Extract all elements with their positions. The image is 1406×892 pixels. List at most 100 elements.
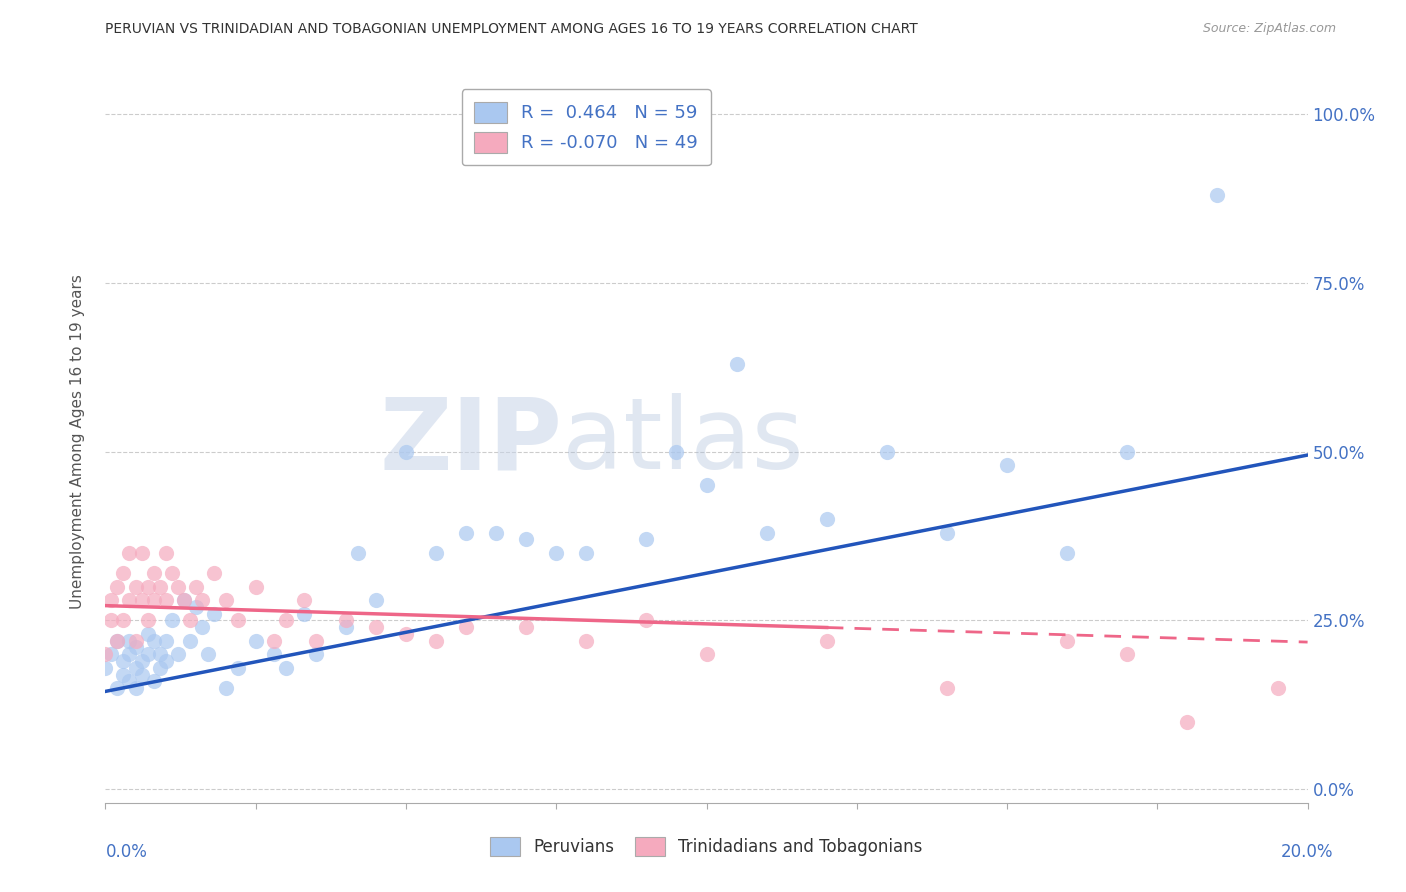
Point [100, 647, 122, 661]
Point [112, 566, 135, 581]
Point [1267, 681, 1289, 695]
Point [546, 546, 568, 560]
Point [575, 546, 598, 560]
Point [335, 614, 357, 628]
Point [94, 661, 117, 675]
Point [263, 647, 285, 661]
Point [292, 607, 315, 621]
Point [1206, 188, 1229, 202]
Point [107, 633, 129, 648]
Point [347, 546, 370, 560]
Point [395, 627, 418, 641]
Point [274, 614, 297, 628]
Point [142, 566, 165, 581]
Point [160, 614, 183, 628]
Point [815, 512, 838, 526]
Point [696, 647, 718, 661]
Y-axis label: Unemployment Among Ages 16 to 19 years: Unemployment Among Ages 16 to 19 years [70, 274, 84, 609]
Point [305, 633, 328, 648]
Point [136, 647, 159, 661]
Point [197, 647, 219, 661]
Point [305, 647, 328, 661]
Point [425, 546, 447, 560]
Text: atlas: atlas [562, 393, 804, 490]
Point [173, 593, 195, 607]
Point [456, 525, 478, 540]
Point [148, 661, 170, 675]
Point [214, 681, 236, 695]
Point [665, 444, 688, 458]
Point [245, 580, 267, 594]
Point [155, 654, 177, 668]
Text: 0.0%: 0.0% [105, 843, 148, 861]
Point [1116, 647, 1139, 661]
Point [456, 620, 478, 634]
Point [184, 580, 207, 594]
Point [815, 633, 838, 648]
Point [190, 620, 212, 634]
Point [112, 654, 135, 668]
Point [136, 627, 159, 641]
Point [292, 593, 315, 607]
Point [142, 633, 165, 648]
Point [107, 681, 129, 695]
Point [755, 525, 778, 540]
Point [725, 357, 748, 371]
Point [364, 620, 387, 634]
Point [131, 593, 153, 607]
Point [245, 633, 267, 648]
Point [226, 661, 249, 675]
Point [190, 593, 212, 607]
Point [124, 640, 146, 655]
Text: ZIP: ZIP [380, 393, 562, 490]
Point [214, 593, 236, 607]
Point [179, 633, 201, 648]
Point [936, 681, 959, 695]
Point [173, 593, 195, 607]
Point [184, 599, 207, 614]
Point [636, 533, 658, 547]
Point [136, 580, 159, 594]
Point [112, 614, 135, 628]
Point [995, 458, 1018, 472]
Point [1056, 633, 1078, 648]
Point [118, 647, 141, 661]
Point [124, 580, 146, 594]
Point [166, 647, 188, 661]
Point [936, 525, 959, 540]
Point [118, 674, 141, 689]
Point [1056, 546, 1078, 560]
Point [696, 478, 718, 492]
Point [166, 580, 188, 594]
Point [425, 633, 447, 648]
Point [124, 661, 146, 675]
Point [274, 661, 297, 675]
Point [636, 614, 658, 628]
Point [131, 667, 153, 681]
Point [876, 444, 898, 458]
Point [142, 593, 165, 607]
Point [136, 614, 159, 628]
Point [1177, 714, 1199, 729]
Point [107, 580, 129, 594]
Point [107, 633, 129, 648]
Point [226, 614, 249, 628]
Point [142, 674, 165, 689]
Text: PERUVIAN VS TRINIDADIAN AND TOBAGONIAN UNEMPLOYMENT AMONG AGES 16 TO 19 YEARS CO: PERUVIAN VS TRINIDADIAN AND TOBAGONIAN U… [105, 22, 918, 37]
Point [515, 620, 537, 634]
Legend: Peruvians, Trinidadians and Tobagonians: Peruvians, Trinidadians and Tobagonians [484, 830, 929, 863]
Point [124, 633, 146, 648]
Point [202, 566, 225, 581]
Point [160, 566, 183, 581]
Point [118, 593, 141, 607]
Text: Source: ZipAtlas.com: Source: ZipAtlas.com [1202, 22, 1336, 36]
Point [155, 633, 177, 648]
Point [131, 546, 153, 560]
Point [515, 533, 537, 547]
Point [1116, 444, 1139, 458]
Point [202, 607, 225, 621]
Point [148, 580, 170, 594]
Point [148, 647, 170, 661]
Point [155, 593, 177, 607]
Point [131, 654, 153, 668]
